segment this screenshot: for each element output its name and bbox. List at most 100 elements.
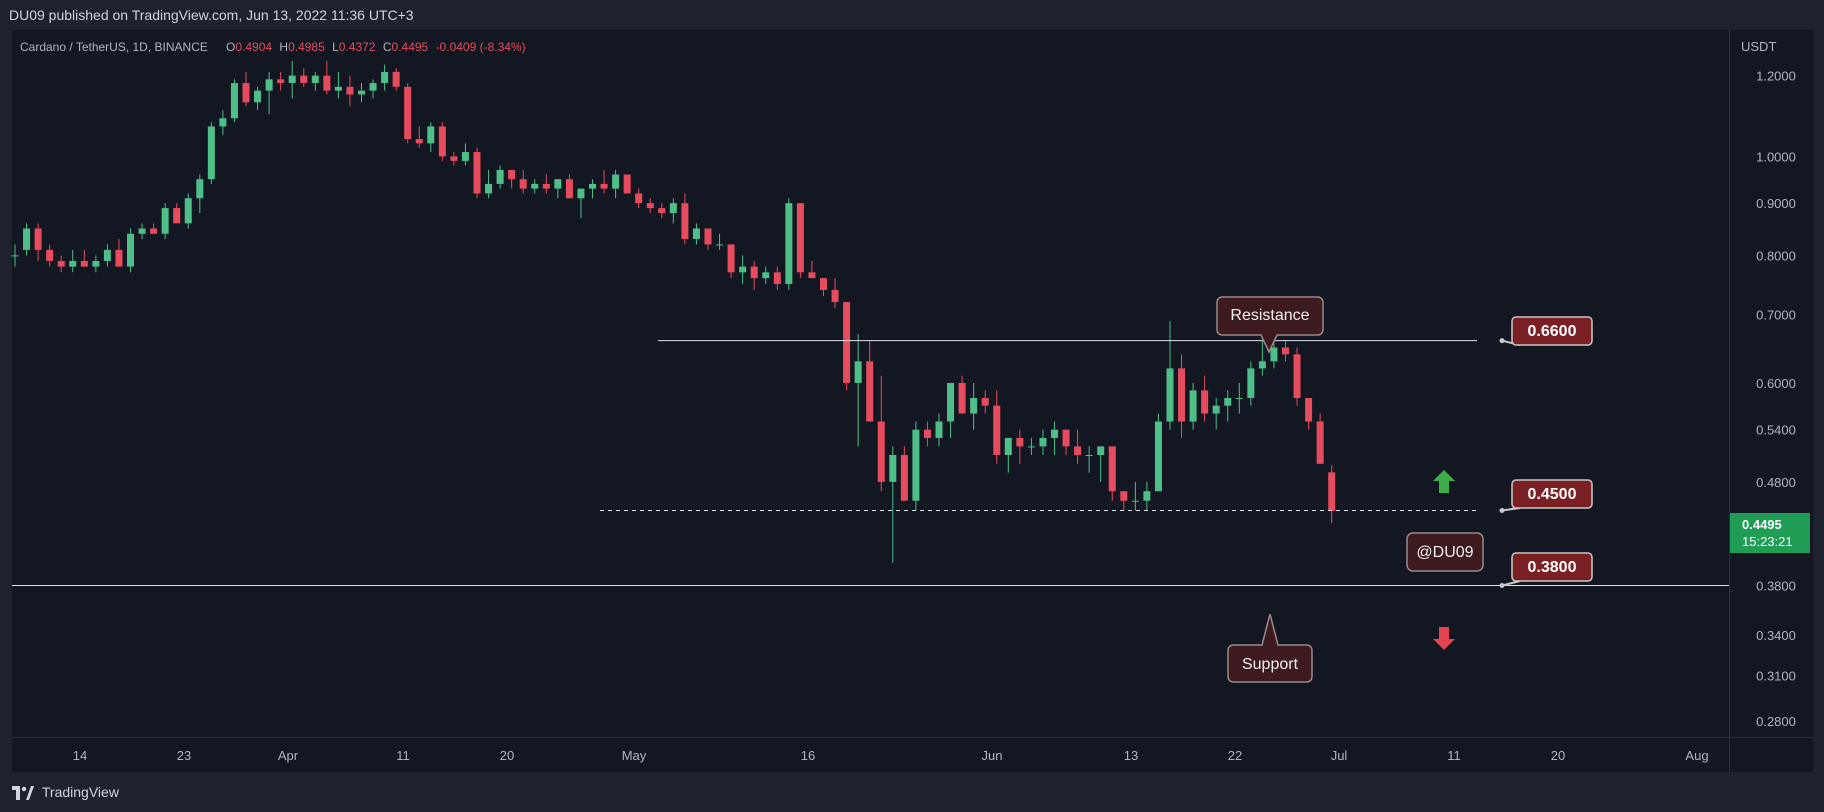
candle-body [404, 86, 412, 140]
candle-body [103, 249, 111, 261]
candle-body [450, 156, 458, 161]
time-tick-label: 20 [500, 748, 514, 763]
time-tick-label: 14 [73, 748, 87, 763]
footer-brand[interactable]: TradingView [41, 784, 119, 800]
candle-body [323, 75, 331, 91]
legend-low: 0.4372 [339, 40, 376, 54]
candle-body [115, 249, 123, 267]
tradingview-logo-icon[interactable] [12, 772, 34, 812]
levels-layer: 0.6600 0.4500 0.3800 [12, 316, 1729, 588]
candle-body [970, 397, 978, 414]
legend-open-label: O [226, 40, 235, 54]
legend-change: -0.0409 (-8.34%) [436, 40, 526, 54]
legend-close-label: C [383, 40, 392, 54]
last-price-countdown: 15:23:21 [1742, 534, 1793, 549]
candle-body [981, 397, 989, 406]
candle-body [265, 79, 273, 91]
candle-body [1027, 446, 1035, 448]
candle-body [334, 86, 342, 91]
candle-body [866, 361, 874, 422]
candle-body [958, 382, 966, 414]
candle-body [358, 90, 365, 95]
legend-low-label: L [332, 40, 339, 54]
candle-body [34, 228, 42, 250]
candle-body [947, 382, 955, 422]
price-tick-label: 0.2800 [1756, 714, 1796, 729]
time-tick-label: Jul [1331, 748, 1348, 763]
candle-body [1201, 390, 1209, 414]
time-tick-label: 16 [801, 748, 815, 763]
candle-body [496, 169, 504, 184]
time-tick-label: Aug [1685, 748, 1708, 763]
time-tick-label: 20 [1551, 748, 1565, 763]
time-ticks-layer: 14 23 Apr 11 20 May 16 Jun 13 22 Jul 11 20 Aug [73, 748, 1709, 763]
legend-close: 0.4495 [392, 40, 429, 54]
candle-body [230, 83, 238, 119]
arrow-up-icon [1433, 470, 1455, 493]
candle-body [1189, 390, 1197, 422]
legend-symbol: Cardano / TetherUS, 1D, BINANCE [20, 40, 208, 54]
candle-body [669, 203, 677, 214]
candle-body [1224, 397, 1232, 406]
candle-body [1282, 347, 1289, 355]
candle-body [57, 260, 65, 267]
publisher-text: DU09 published on TradingView.com, Jun 1… [9, 7, 414, 23]
legend-high: 0.4985 [288, 40, 325, 54]
candle-body [346, 86, 354, 95]
time-tick-label: 22 [1228, 748, 1242, 763]
candle-body [889, 455, 897, 482]
price-tick-label: 0.3100 [1756, 669, 1796, 684]
candle-body [11, 255, 19, 257]
candle-body [808, 272, 816, 279]
candle-body [92, 260, 100, 267]
candle-body [138, 228, 146, 234]
candle-body [1316, 421, 1324, 464]
candle-body [1212, 405, 1220, 414]
candle-body [577, 188, 585, 199]
candle-body [1178, 368, 1186, 422]
candle-body [739, 266, 747, 273]
candle-body [461, 152, 469, 161]
candle-body [1293, 354, 1301, 398]
candle-body [1235, 397, 1243, 399]
candle-body [1305, 397, 1313, 422]
candle-body [1328, 472, 1336, 511]
candle-body [635, 193, 643, 204]
candle-body [161, 208, 169, 234]
price-tick-label: 0.5400 [1756, 423, 1796, 438]
candle-body [854, 361, 862, 383]
footer-bar: TradingView [0, 772, 1824, 812]
candle-body [381, 71, 389, 84]
time-axis[interactable] [12, 737, 1729, 773]
candle-body [1154, 421, 1162, 492]
price-tick-label: 1.2000 [1756, 69, 1796, 84]
candle-body [508, 169, 516, 180]
candle-body [1004, 437, 1012, 456]
candle-body [900, 455, 908, 501]
candle-body [600, 183, 608, 189]
candle-body [369, 83, 377, 91]
axis-ticks-layer: 1.2000 1.0000 0.9000 0.8000 0.7000 0.6000 0.54… [1756, 69, 1796, 729]
candle-body [773, 272, 781, 285]
price-axis[interactable] [1729, 30, 1813, 737]
legend-ohlc: O0.4904 H0.4985 L0.4372 C0.4495 -0.0409 … [226, 40, 526, 54]
candle-body [392, 71, 400, 87]
candle-body [173, 208, 181, 224]
candle-body [127, 233, 134, 267]
candle-body [415, 139, 423, 144]
candle-body [623, 174, 631, 194]
candle-body [438, 126, 446, 157]
candle-body [1120, 491, 1128, 501]
candle-body [473, 152, 481, 194]
last-price-value: 0.4495 [1742, 517, 1782, 532]
candle-body [1166, 368, 1174, 422]
candle-body [692, 228, 700, 240]
candle-body [831, 289, 839, 303]
candle-body [1258, 361, 1266, 369]
candle-body [820, 278, 827, 290]
candle-body [1131, 500, 1139, 502]
candle-body [1270, 347, 1278, 362]
price-tick-label: 0.9000 [1756, 196, 1796, 211]
candle-body [150, 228, 158, 234]
